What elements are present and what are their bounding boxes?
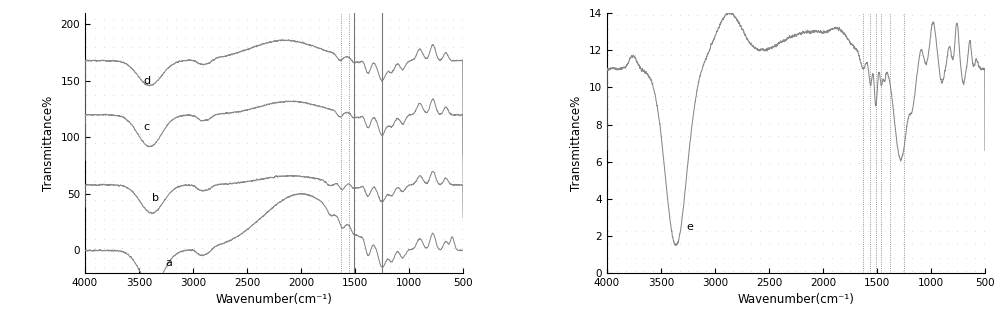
Y-axis label: Transmittance%: Transmittance% <box>570 95 583 191</box>
X-axis label: Wavenumber(cm⁻¹): Wavenumber(cm⁻¹) <box>216 293 333 307</box>
Y-axis label: Transmittance%: Transmittance% <box>42 95 55 191</box>
Text: d: d <box>143 76 150 86</box>
Text: c: c <box>143 121 149 132</box>
Text: b: b <box>152 193 159 203</box>
X-axis label: Wavenumber(cm⁻¹): Wavenumber(cm⁻¹) <box>737 293 854 307</box>
Text: e: e <box>687 222 694 232</box>
Text: a: a <box>165 258 172 268</box>
